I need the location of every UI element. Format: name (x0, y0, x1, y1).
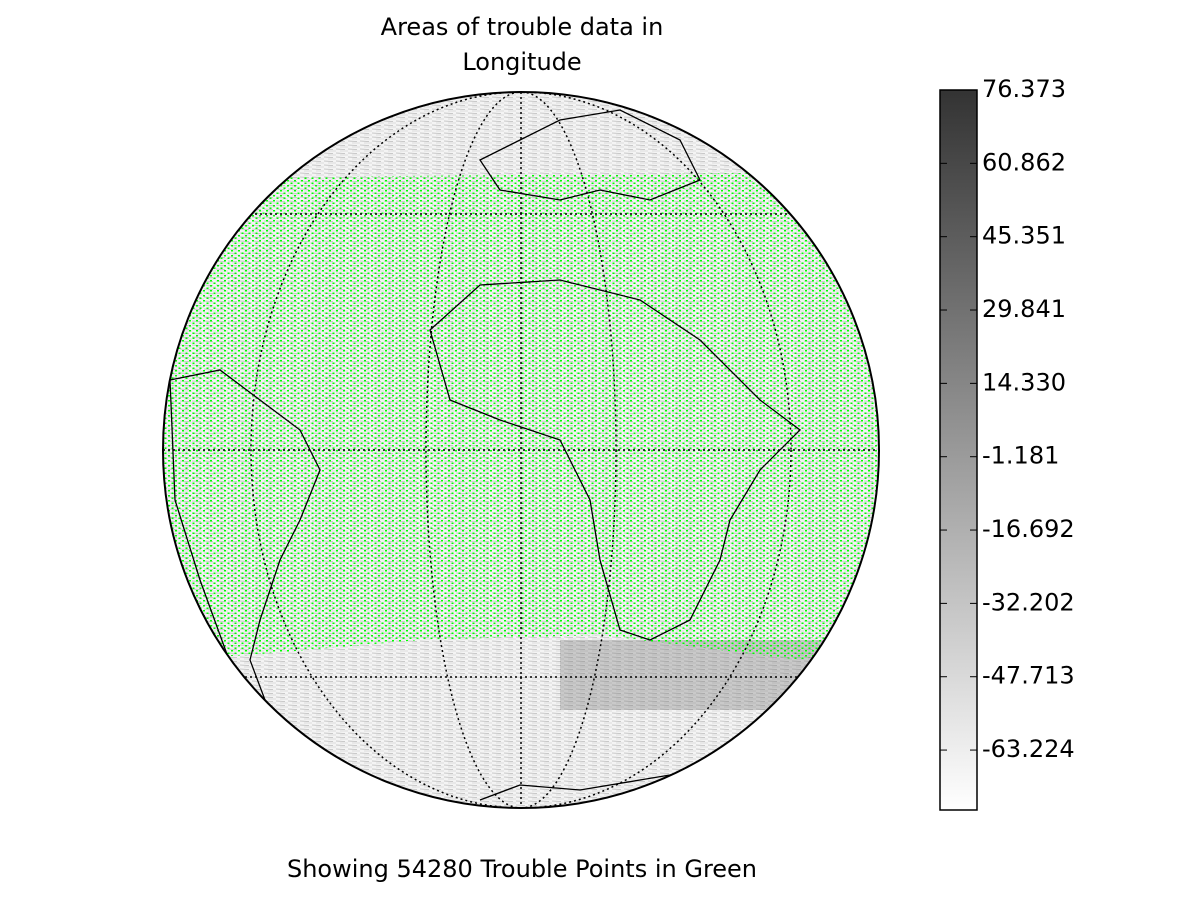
title-line: Longitude (462, 48, 581, 76)
colorbar: 76.373 60.862 45.351 29.841 14.330 -1.181 -16.… (939, 75, 1075, 811)
colorbar-tick-label: -63.224 (982, 735, 1075, 763)
globe (163, 92, 879, 808)
trouble-points (163, 172, 879, 660)
globe-outline (162, 91, 880, 809)
south-america (169, 369, 321, 702)
colorbar-tick-label: 60.862 (982, 148, 1066, 176)
colorbar-tick-label: 76.373 (982, 75, 1066, 103)
caption: Showing 54280 Trouble Points in Green (287, 855, 757, 883)
colorbar-tick-label: -32.202 (982, 588, 1075, 616)
colorbar-tick-label: 14.330 (982, 368, 1066, 396)
data-shading (560, 640, 879, 710)
europe (479, 109, 701, 201)
colorbar-tick-label: -16.692 (982, 515, 1075, 543)
colorbar-scale (939, 89, 978, 811)
colorbar-tick-label: -1.181 (982, 442, 1059, 470)
colorbar-tick-label: 29.841 (982, 295, 1066, 323)
colorbar-tick-label: -47.713 (982, 662, 1075, 690)
colorbar-tick-label: 45.351 (982, 222, 1066, 250)
africa (429, 279, 801, 641)
coastlines (169, 109, 801, 808)
graticule (163, 92, 879, 808)
title-line: Areas of trouble data in (381, 13, 664, 41)
